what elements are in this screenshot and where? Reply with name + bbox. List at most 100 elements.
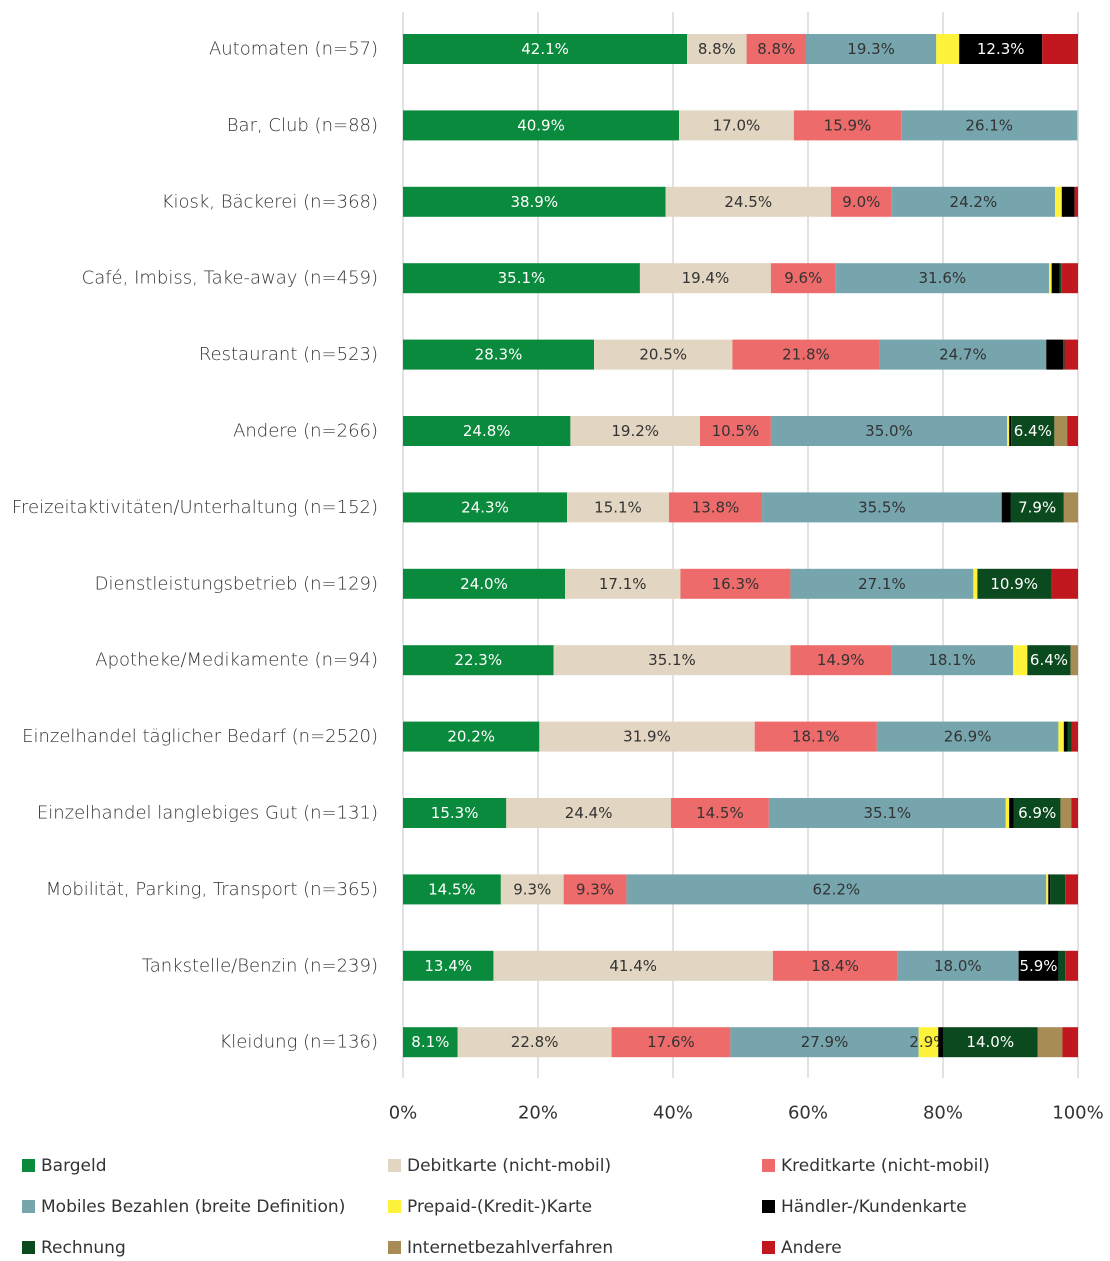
- data-label: 24.8%: [463, 422, 511, 440]
- legend-swatch: [388, 1200, 401, 1213]
- bar-segment: [570, 416, 700, 446]
- data-label: 12.3%: [977, 40, 1025, 58]
- y-tick-label: Andere (n=266): [233, 421, 378, 442]
- bar-segment: [938, 1027, 943, 1058]
- bar-segment: [1067, 416, 1078, 446]
- bar-segment: [1048, 874, 1051, 905]
- data-label: 20.2%: [447, 728, 495, 746]
- bar-segment: [700, 416, 771, 446]
- bar-segment: [936, 34, 960, 64]
- bar-segment: [1050, 874, 1066, 905]
- legend-label: Händler-/Kundenkarte: [781, 1197, 967, 1217]
- data-label: 9.3%: [513, 880, 551, 898]
- bar-segment: [553, 645, 791, 676]
- bar-segment: [403, 416, 571, 446]
- bar-segment: [1064, 339, 1078, 370]
- legend-swatch: [388, 1159, 401, 1172]
- bar-segment: [770, 416, 1008, 446]
- bar-segment: [1070, 645, 1078, 676]
- data-label: 35.5%: [858, 498, 906, 516]
- bar-segment: [403, 721, 540, 752]
- bar-segment: [805, 34, 937, 64]
- bar-segment: [1001, 492, 1011, 523]
- bar-segment: [403, 874, 501, 905]
- bar-segment: [746, 34, 806, 64]
- bar-segment: [457, 1027, 612, 1058]
- y-tick-label: Einzelhandel täglicher Bedarf (n=2520): [22, 726, 378, 747]
- bar-segment: [762, 492, 1002, 523]
- bar-segment: [790, 568, 974, 599]
- data-label: 15.9%: [824, 116, 872, 134]
- data-label: 22.8%: [511, 1033, 559, 1051]
- data-label: 27.9%: [801, 1033, 849, 1051]
- bar-segment: [611, 1027, 731, 1058]
- bar-segment: [1009, 798, 1014, 828]
- data-label: 14.0%: [966, 1033, 1014, 1051]
- data-label: 14.5%: [696, 804, 744, 822]
- data-label: 20.5%: [639, 346, 687, 364]
- bar-segment: [732, 339, 880, 370]
- data-label: 18.0%: [934, 957, 982, 975]
- data-label: 2.9%: [909, 1033, 947, 1051]
- data-label: 35.0%: [865, 422, 913, 440]
- bar-segment: [918, 1027, 939, 1058]
- bar-segment: [1046, 874, 1049, 905]
- y-tick-label: Mobilität, Parking, Transport (n=365): [46, 879, 378, 900]
- bar-segment: [1013, 645, 1028, 676]
- bar-segment: [1054, 416, 1068, 446]
- bar-segment: [770, 263, 836, 294]
- data-label: 5.9%: [1019, 957, 1057, 975]
- bar-segment: [1018, 950, 1059, 981]
- y-tick-label: Dienstleistungsbetrieb (n=129): [95, 573, 378, 594]
- bar-segment: [1061, 186, 1075, 217]
- data-label: 38.9%: [510, 193, 558, 211]
- bar-segment: [594, 339, 733, 370]
- bar-segment: [1051, 568, 1078, 599]
- bar-segment: [665, 186, 831, 217]
- data-label: 18.1%: [928, 651, 976, 669]
- bar-segment: [891, 645, 1014, 676]
- data-label: 18.1%: [792, 728, 840, 746]
- bar-segment: [1063, 492, 1078, 523]
- data-label: 19.4%: [682, 269, 730, 287]
- bar-segment: [1058, 721, 1064, 752]
- legend-label: Kreditkarte (nicht-mobil): [781, 1156, 990, 1176]
- bar-segment: [506, 798, 671, 828]
- data-label: 24.0%: [460, 575, 508, 593]
- data-label: 10.9%: [990, 575, 1038, 593]
- data-label: 18.4%: [811, 957, 859, 975]
- bar-segment: [1013, 798, 1061, 828]
- y-tick-label: Einzelhandel langlebiges Gut (n=131): [37, 803, 378, 824]
- bar-segment: [1009, 416, 1012, 446]
- bar-segment: [1067, 721, 1072, 752]
- data-label: 8.1%: [411, 1033, 449, 1051]
- bar-segment: [879, 339, 1047, 370]
- bar-segment: [626, 874, 1047, 905]
- data-label: 24.7%: [939, 346, 987, 364]
- legend-label: Mobiles Bezahlen (breite Definition): [41, 1197, 345, 1217]
- data-label: 15.1%: [594, 498, 642, 516]
- data-label: 26.1%: [965, 116, 1013, 134]
- y-tick-label: Tankstelle/Benzin (n=239): [142, 955, 378, 976]
- bar-segment: [943, 1027, 1038, 1058]
- bar-segment: [830, 186, 892, 217]
- x-tick-label: 20%: [518, 1103, 558, 1124]
- legend-swatch: [22, 1241, 35, 1254]
- data-label: 13.8%: [692, 498, 740, 516]
- bar-segment: [1042, 34, 1078, 64]
- bar-segment: [1011, 416, 1055, 446]
- bar-segment: [876, 721, 1059, 752]
- data-label: 42.1%: [521, 40, 569, 58]
- legend-label: Bargeld: [41, 1156, 107, 1176]
- bar-segment: [1059, 263, 1062, 294]
- bar-segment: [680, 568, 791, 599]
- y-tick-label: Kleidung (n=136): [219, 1032, 378, 1053]
- bar-segment: [973, 568, 978, 599]
- bar-segment: [1061, 263, 1078, 294]
- bar-segment: [1037, 1027, 1063, 1058]
- data-label: 13.4%: [424, 957, 472, 975]
- data-label: 6.4%: [1014, 422, 1052, 440]
- bar-segment: [403, 1027, 458, 1058]
- legend-swatch: [762, 1200, 775, 1213]
